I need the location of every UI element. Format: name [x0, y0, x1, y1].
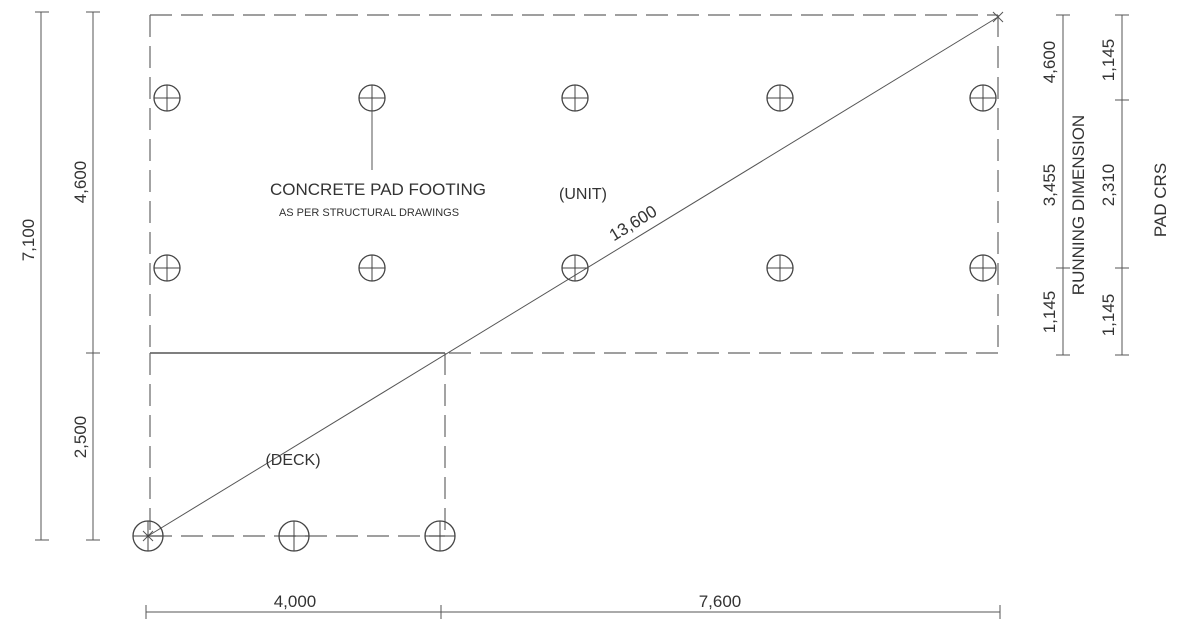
pad-mid-dimension: 2,310 — [1099, 164, 1118, 207]
pad-bottom-dimension: 1,145 — [1099, 294, 1118, 337]
running-total-dimension: 4,600 — [1040, 41, 1059, 84]
pad-top-dimension: 1,145 — [1099, 39, 1118, 82]
footing-icon — [969, 254, 997, 282]
running-bottom-dimension: 1,145 — [1040, 291, 1059, 334]
footing-icon — [424, 520, 456, 552]
running-mid-dimension: 3,455 — [1040, 164, 1059, 207]
footing-icon — [766, 254, 794, 282]
diagonal-dimension: 13,600 — [606, 202, 660, 245]
footing-icon — [358, 254, 386, 282]
running-dimension-label: RUNNING DIMENSION — [1069, 115, 1088, 295]
bottom-deck-dimension: 4,000 — [274, 592, 317, 611]
unit-outline — [149, 14, 999, 354]
left-unit-dimension: 4,600 — [71, 161, 90, 204]
bottom-unit-dimension: 7,600 — [699, 592, 742, 611]
left-overall-dimension: 7,100 — [19, 219, 38, 262]
left-overall-dimension-line — [35, 11, 49, 541]
running-dimension-line — [1056, 14, 1070, 356]
left-inner-dimension-line — [86, 11, 100, 541]
concrete-pad-footing-label: CONCRETE PAD FOOTING — [270, 180, 486, 199]
pad-crs-dimension-line — [1115, 14, 1129, 356]
footing-icon — [153, 254, 181, 282]
footing-icon — [561, 84, 589, 112]
footing-icon — [153, 84, 181, 112]
footing-icon — [132, 520, 164, 552]
diagonal-line — [147, 16, 999, 537]
left-deck-dimension: 2,500 — [71, 416, 90, 459]
footing-icon — [358, 84, 386, 112]
unit-label: (UNIT) — [559, 186, 607, 203]
footing-icon — [278, 520, 310, 552]
pad-crs-label: PAD CRS — [1151, 163, 1170, 237]
as-per-structural-label: AS PER STRUCTURAL DRAWINGS — [279, 207, 459, 219]
footing-icon — [969, 84, 997, 112]
deck-outline — [149, 353, 446, 537]
deck-label: (DECK) — [265, 452, 320, 469]
footing-icon — [561, 254, 589, 282]
bottom-dimension-line — [145, 605, 1001, 619]
footing-icon — [766, 84, 794, 112]
